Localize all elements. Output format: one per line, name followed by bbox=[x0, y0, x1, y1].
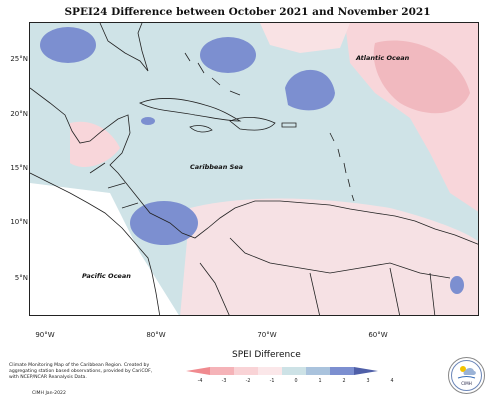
label-pacific-ocean: Pacific Ocean bbox=[82, 272, 131, 280]
logo-text: CIMH bbox=[461, 381, 472, 386]
legend-segment-6 bbox=[306, 367, 330, 375]
lon-tick-70w: 70°W bbox=[257, 331, 277, 339]
map-title: SPEI24 Difference between October 2021 a… bbox=[64, 6, 431, 18]
map-area bbox=[29, 22, 479, 316]
spei-map-graphic bbox=[30, 23, 478, 315]
legend-tick: -4 bbox=[197, 379, 203, 384]
cimh-logo: CIMH bbox=[448, 357, 485, 394]
legend-segment-3 bbox=[234, 367, 258, 375]
label-atlantic-ocean: Atlantic Ocean bbox=[356, 54, 410, 62]
lon-tick-90w: 90°W bbox=[35, 331, 55, 339]
pacific-field bbox=[30, 183, 179, 315]
positive-patch-bahamas bbox=[200, 37, 256, 73]
lat-tick-20n: 20°N bbox=[10, 110, 28, 118]
negative-core-atlantic bbox=[373, 40, 470, 114]
positive-patch-gulf bbox=[40, 27, 96, 63]
coastlines bbox=[30, 23, 478, 315]
negative-field-north bbox=[260, 23, 350, 53]
legend-segment-8 bbox=[354, 367, 378, 375]
lat-tick-5n: 5°N bbox=[14, 274, 28, 282]
positive-patch-atlantic bbox=[285, 69, 335, 111]
legend-segment-2 bbox=[210, 367, 234, 375]
lon-tick-60w: 60°W bbox=[368, 331, 388, 339]
legend-tick: -3 bbox=[221, 379, 227, 384]
legend-tick: -2 bbox=[245, 379, 251, 384]
legend-tick: 1 bbox=[318, 379, 322, 384]
legend-segment-5 bbox=[282, 367, 306, 375]
legend-tick: 3 bbox=[366, 379, 370, 384]
credit-date: CIMH Jan-2022 bbox=[32, 391, 66, 396]
lat-tick-25n: 25°N bbox=[10, 55, 28, 63]
logo-emblem-icon bbox=[451, 360, 482, 391]
negative-field-central-america bbox=[70, 121, 120, 168]
lat-tick-15n: 15°N bbox=[10, 164, 28, 172]
legend-segment-7 bbox=[330, 367, 354, 375]
lat-tick-10n: 10°N bbox=[10, 218, 28, 226]
legend-tick: -1 bbox=[269, 379, 275, 384]
label-caribbean-sea: Caribbean Sea bbox=[190, 163, 244, 171]
legend-segment-1 bbox=[186, 367, 210, 375]
positive-patch-caribbean-sw bbox=[130, 201, 198, 245]
legend-title: SPEI Difference bbox=[232, 350, 301, 360]
legend-tick: 0 bbox=[294, 379, 298, 384]
legend-tick: 4 bbox=[390, 379, 394, 384]
lon-tick-80w: 80°W bbox=[146, 331, 166, 339]
positive-patch-guiana bbox=[450, 276, 464, 294]
credit-text: Climate Monitoring Map of the Caribbean … bbox=[9, 363, 153, 380]
negative-field-south bbox=[180, 198, 478, 315]
positive-patch-cayman bbox=[141, 117, 155, 125]
legend-tick: 2 bbox=[342, 379, 346, 384]
legend-segment-4 bbox=[258, 367, 282, 375]
